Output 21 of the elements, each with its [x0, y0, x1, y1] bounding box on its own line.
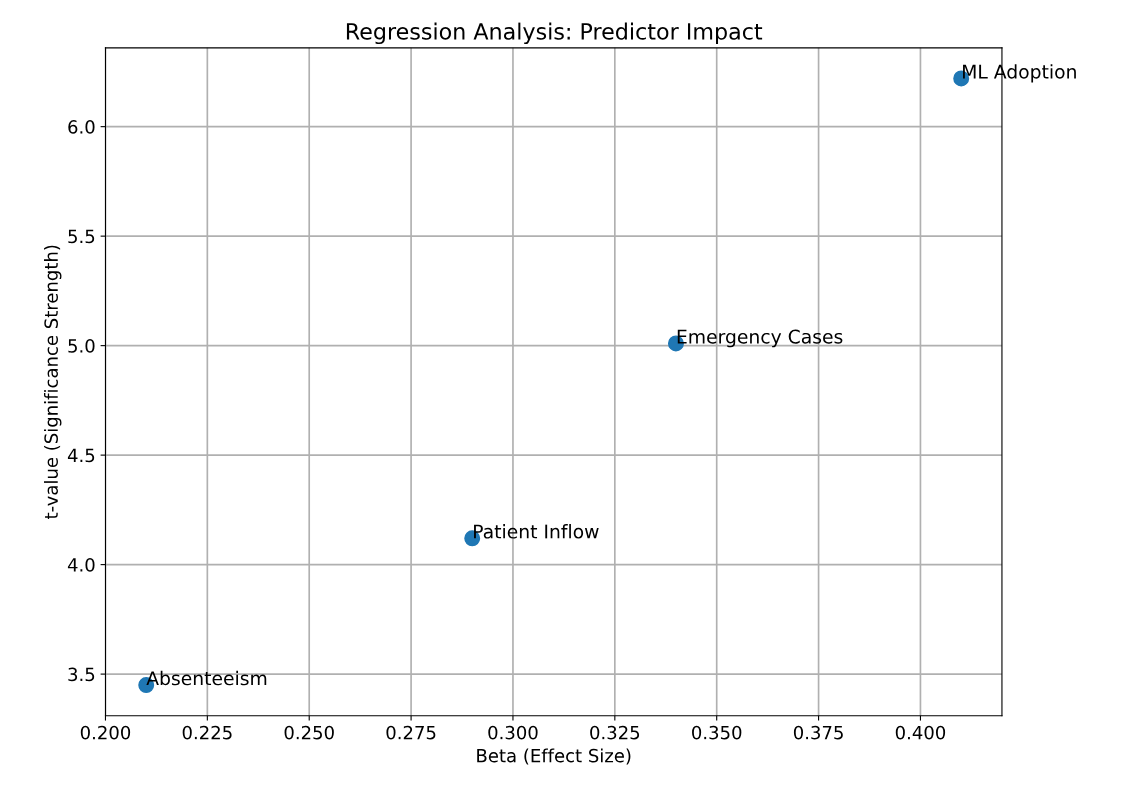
x-tick-label: 0.225 — [182, 725, 232, 740]
annotation: Emergency Cases — [677, 329, 843, 348]
x-tick-label: 0.300 — [488, 725, 538, 740]
y-tick-label: 4.0 — [67, 558, 95, 572]
annotation: Patient Inflow — [474, 524, 599, 539]
y-tick-label: 5.5 — [68, 229, 95, 244]
x-tick-label: 0.325 — [590, 725, 640, 740]
x-tick-label: 0.200 — [80, 725, 131, 740]
x-tick-label: 0.400 — [895, 725, 946, 740]
x-tick-label: 0.250 — [284, 725, 334, 740]
y-axis-title: t-value (Significance Strength) — [44, 245, 62, 519]
chart-title: Regression Analysis: Predictor Impact — [346, 22, 763, 45]
x-tick-label: 0.350 — [692, 725, 742, 740]
y-tick-label: 4.5 — [67, 448, 95, 463]
x-axis-title: Beta (Effect Size) — [477, 748, 631, 765]
x-tick-label: 0.275 — [386, 725, 436, 740]
x-tick-label: 0.375 — [793, 725, 843, 740]
y-tick-label: 6.0 — [68, 120, 95, 134]
y-tick-label: 3.5 — [68, 667, 95, 682]
annotation: Absenteeism — [146, 670, 267, 686]
y-tick-label: 5.0 — [68, 339, 95, 353]
